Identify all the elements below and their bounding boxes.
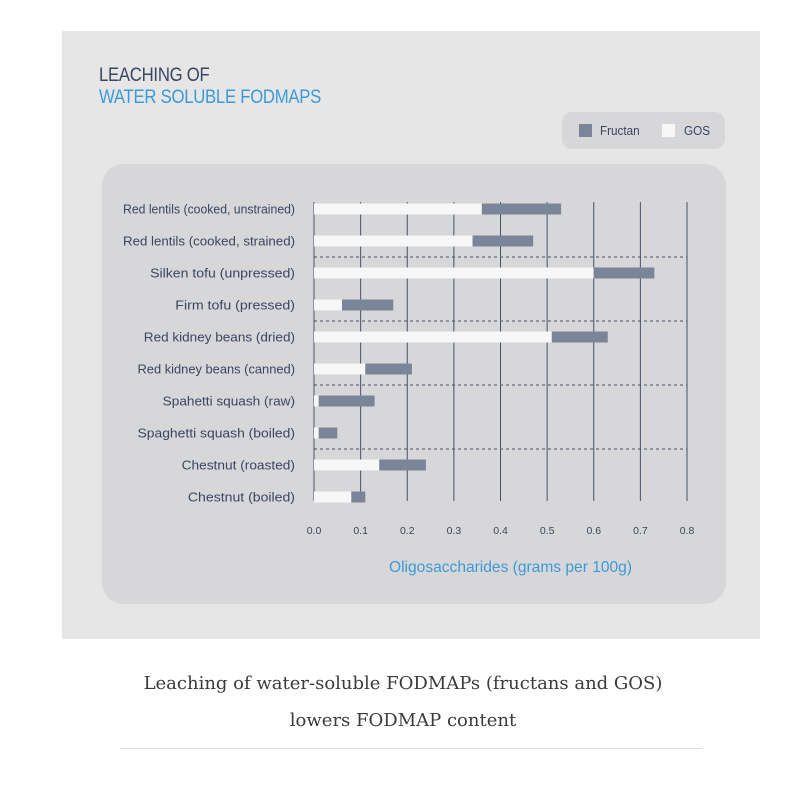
bar-fructan-spahetti-squash-raw: [318, 395, 375, 407]
legend-swatch-gos: [662, 124, 675, 137]
bar-gos-spaghetti-squash-boiled: [314, 427, 319, 439]
category-label: Silken tofu (unpressed): [150, 266, 295, 281]
category-label: Red lentils (cooked, unstrained): [123, 202, 295, 217]
bar-gos-red-lentils-cooked-unstrained: [314, 203, 482, 215]
legend-label-fructan: Fructan: [600, 123, 640, 138]
chart-title-line1: LEACHING OF: [99, 65, 210, 86]
category-label: Chestnut (roasted): [182, 458, 295, 473]
category-label: Spaghetti squash (boiled): [138, 426, 296, 441]
bar-gos-chestnut-boiled: [314, 491, 352, 503]
caption-line2: lowers FODMAP content: [289, 710, 517, 731]
figure-caption: Leaching of water-soluble FODMAPs (fruct…: [0, 665, 806, 739]
category-label: Red kidney beans (dried): [144, 330, 295, 345]
x-tick-label: 0.3: [447, 525, 462, 537]
x-tick-label: 0.4: [493, 525, 508, 537]
bar-fructan-spaghetti-squash-boiled: [318, 427, 338, 439]
caption-divider: [120, 748, 702, 749]
legend-swatch-fructan: [579, 124, 592, 137]
chart-figure: LEACHING OF WATER SOLUBLE FODMAPS Fructa…: [62, 31, 760, 639]
chart-title-line2: WATER SOLUBLE FODMAPS: [99, 87, 322, 108]
chart-panel: Red lentils (cooked, unstrained) Red lent…: [102, 164, 726, 604]
x-tick-label: 0.8: [680, 525, 695, 537]
bar-fructan-silken-tofu-unpressed: [593, 267, 655, 279]
category-label: Firm tofu (pressed): [175, 298, 295, 313]
bar-gos-red-lentils-cooked-strained: [314, 235, 473, 247]
category-label: Red lentils (cooked, strained): [123, 234, 295, 249]
bar-gos-chestnut-roasted: [314, 459, 380, 471]
x-tick-label: 0.6: [586, 525, 601, 537]
bar-gos-silken-tofu-unpressed: [314, 267, 594, 279]
bar-fructan-firm-tofu-pressed: [341, 299, 394, 311]
chart-legend: Fructan GOS: [562, 112, 725, 149]
x-tick-label: 0.1: [353, 525, 368, 537]
bar-gos-firm-tofu-pressed: [314, 299, 342, 311]
x-tick-label: 0.7: [633, 525, 648, 537]
caption-line1: Leaching of water-soluble FODMAPs (fruct…: [143, 673, 663, 694]
bar-fructan-red-lentils-cooked-unstrained: [481, 203, 562, 215]
x-tick-label: 0.2: [400, 525, 415, 537]
category-label: Spahetti squash (raw): [163, 394, 295, 409]
bar-fructan-red-kidney-beans-canned: [365, 363, 412, 375]
bar-gos-red-kidney-beans-dried: [314, 331, 552, 343]
category-label: Chestnut (boiled): [188, 490, 295, 505]
bar-chart: Red lentils (cooked, unstrained) Red lent…: [123, 202, 695, 577]
bar-fructan-chestnut-roasted: [379, 459, 426, 471]
category-label: Red kidney beans (canned): [138, 362, 296, 377]
bar-fructan-red-lentils-cooked-strained: [472, 235, 534, 247]
bar-gos-red-kidney-beans-canned: [314, 363, 366, 375]
bar-fructan-red-kidney-beans-dried: [551, 331, 608, 343]
x-tick-label: 0.5: [540, 525, 555, 537]
x-tick-label: 0.0: [307, 525, 322, 537]
x-axis-label: Oligosaccharides (grams per 100g): [389, 559, 632, 576]
bar-gos-spahetti-squash-raw: [314, 395, 319, 407]
legend-label-gos: GOS: [684, 123, 711, 138]
bar-fructan-chestnut-boiled: [351, 491, 366, 503]
